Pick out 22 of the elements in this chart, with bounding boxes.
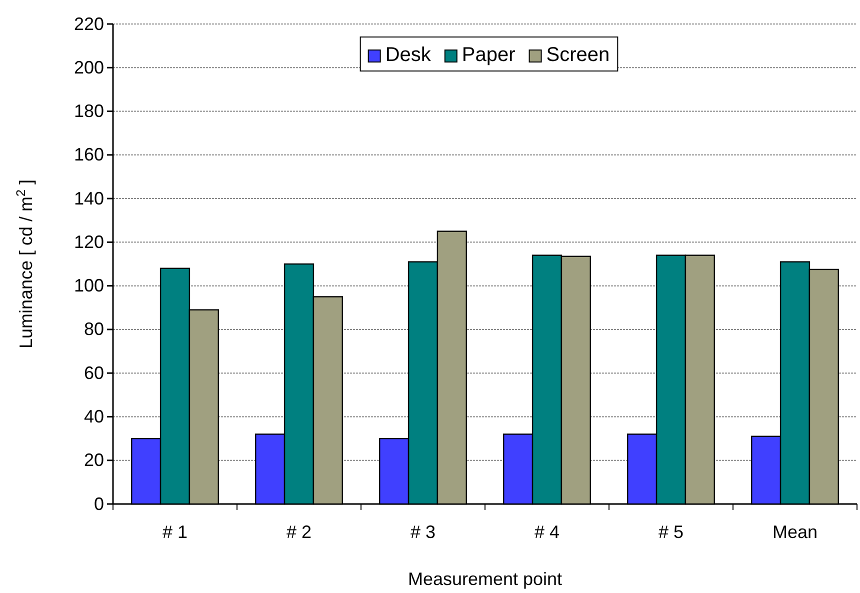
y-tick-label: 220 [74,14,104,34]
y-tick-label: 200 [74,57,104,78]
y-tick-label: 0 [94,494,104,514]
y-tick-label: 120 [74,232,104,252]
y-tick-label: 80 [84,319,104,340]
x-tick-label: # 1 [162,522,188,542]
y-tick-label: 140 [74,188,104,208]
x-tick-label: # 4 [534,522,560,542]
y-tick-label: 40 [84,406,104,426]
legend-label: Desk [385,44,432,66]
legend-label: Paper [462,44,516,66]
x-tick-label: # 5 [658,522,684,542]
x-tick-label: # 2 [286,522,312,542]
x-axis-title: Measurement point [408,569,562,589]
legend-label: Screen [546,44,610,66]
x-tick-label: Mean [772,522,818,542]
y-tick-label: 180 [74,101,104,122]
y-tick-label: 100 [74,276,104,296]
y-tick-label: 60 [84,362,104,383]
y-tick-label: 20 [84,450,104,470]
y-tick-label: 160 [74,144,104,165]
x-tick-label: # 3 [410,522,436,542]
